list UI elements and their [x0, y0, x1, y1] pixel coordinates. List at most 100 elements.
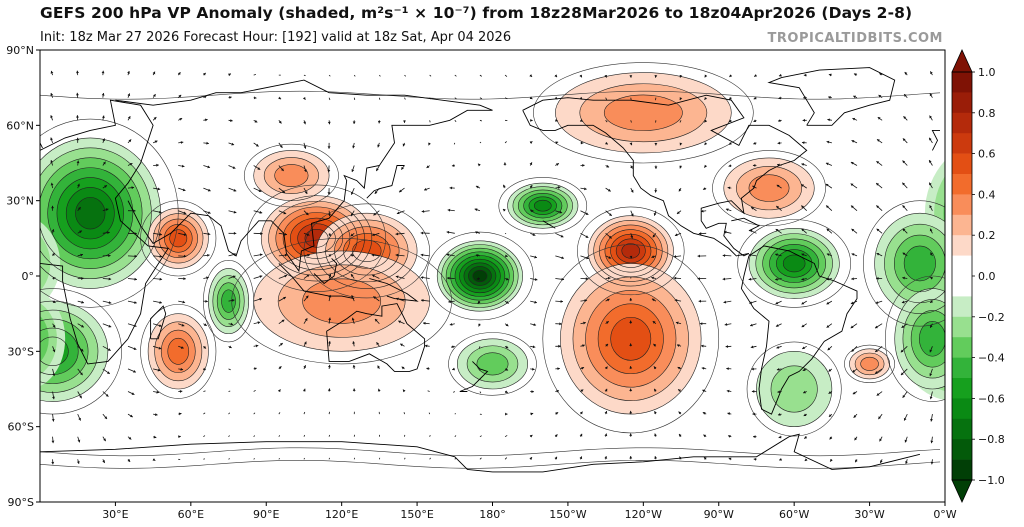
- wind-vector: [454, 457, 457, 460]
- wind-vector-head: [825, 162, 829, 166]
- wind-vector-head: [826, 301, 830, 305]
- wind-vector-head: [128, 139, 132, 143]
- wind-vector-head: [777, 413, 781, 416]
- wind-vector-head: [157, 187, 161, 191]
- colorbar-tick-label: −0.4: [978, 352, 1005, 365]
- wind-vector: [479, 119, 482, 122]
- wind-vector-head: [825, 183, 829, 187]
- wind-vector-head: [181, 164, 185, 168]
- anomaly-contour: [523, 193, 563, 219]
- lon-tick-label: 60°E: [178, 508, 204, 521]
- wind-vector-head: [854, 437, 858, 441]
- anomaly-contour: [167, 337, 190, 365]
- wind-vector-head: [724, 323, 728, 326]
- wind-vector-head: [727, 412, 731, 416]
- wind-vector-head: [930, 418, 933, 422]
- wind-vector-head: [79, 395, 82, 399]
- wind-vector-head: [108, 254, 111, 258]
- wind-vector-head: [154, 140, 158, 144]
- wind-vector-head: [376, 342, 380, 345]
- wind-vector-head: [233, 231, 237, 235]
- wind-vector-head: [698, 299, 701, 303]
- wind-vector-head: [803, 390, 806, 394]
- polar-contour: [40, 447, 941, 457]
- wind-vector-head: [534, 300, 537, 304]
- wind-vector-head: [530, 118, 533, 122]
- latitude-axis: 90°N 60°N 30°N 0° 30°S 60°S 90°S: [6, 44, 40, 509]
- anomaly-contour: [147, 313, 209, 390]
- anomaly-contour: [769, 243, 820, 283]
- anomaly-contour: [47, 167, 134, 260]
- lat-tick-label: 90°N: [6, 44, 34, 57]
- wind-vector-head: [930, 300, 933, 303]
- wind-vector-head: [352, 121, 356, 124]
- wind-vector-head: [202, 367, 206, 371]
- wind-vector-head: [559, 322, 562, 326]
- wind-vector-head: [505, 277, 509, 281]
- wind-vector-head: [900, 372, 904, 376]
- lon-tick-label: 90°W: [704, 508, 734, 521]
- colorbar-segment: [952, 439, 972, 460]
- wind-vector-head: [604, 411, 608, 414]
- wind-vector: [278, 435, 281, 437]
- anomaly-contour: [621, 243, 641, 259]
- wind-vector-head: [801, 205, 804, 209]
- anomaly-band: [40, 315, 49, 362]
- wind-vector-head: [776, 205, 780, 209]
- wind-vector-head: [876, 205, 880, 209]
- anomaly-band: [770, 365, 818, 413]
- wind-vector-head: [327, 121, 331, 125]
- wind-vector: [303, 411, 306, 415]
- wind-vector-head: [78, 417, 81, 421]
- wind-vector-head: [128, 436, 132, 440]
- wind-vector-head: [428, 142, 431, 146]
- wind-vector-head: [651, 298, 655, 302]
- wind-vector-head: [351, 213, 354, 217]
- wind-vector-head: [775, 253, 778, 257]
- wind-vector-head: [929, 182, 932, 186]
- wind-vector-head: [475, 185, 479, 189]
- wind-vector-head: [134, 254, 137, 258]
- wind-vector-head: [676, 344, 680, 347]
- wind-vector-head: [579, 74, 582, 78]
- wind-vector-head: [306, 274, 310, 278]
- anomaly-band: [40, 235, 51, 292]
- wind-vector-head: [426, 367, 429, 371]
- anomaly-band: [919, 321, 945, 357]
- wind-vector-head: [751, 390, 755, 393]
- anomaly-contour: [253, 150, 330, 201]
- wind-vector-head: [902, 205, 906, 209]
- wind-vector-head: [803, 96, 806, 100]
- wind-vector-head: [876, 139, 880, 142]
- wind-vector-head: [76, 115, 79, 118]
- colorbar-segment: [952, 296, 972, 318]
- wind-vector-head: [826, 253, 830, 257]
- wind-vector-head: [704, 74, 708, 78]
- wind-vector: [203, 435, 206, 438]
- wind-vector-head: [52, 276, 56, 280]
- wind-vector-head: [608, 256, 612, 259]
- wind-vector-head: [875, 301, 879, 304]
- wind-vector-head: [177, 72, 181, 75]
- wind-vector-head: [157, 368, 161, 372]
- lon-tick-label: 150°E: [400, 508, 433, 521]
- wind-vector-head: [183, 277, 186, 281]
- wind-vector-head: [203, 95, 207, 99]
- wind-vector-head: [101, 115, 105, 119]
- wind-vector-head: [605, 343, 609, 347]
- wind-vector-head: [653, 343, 657, 347]
- wind-vector-head: [52, 252, 55, 256]
- wind-vector: [228, 412, 231, 415]
- wind-vector-head: [555, 141, 559, 145]
- wind-vector-head: [203, 323, 207, 326]
- wind-vector-head: [851, 348, 855, 352]
- wind-vector: [253, 389, 256, 392]
- wind-vector-head: [78, 207, 81, 210]
- wind-vector-head: [585, 212, 589, 215]
- anomaly-contour: [770, 365, 818, 413]
- wind-vector-head: [531, 390, 534, 394]
- wind-vector: [454, 97, 457, 100]
- wind-vector-head: [654, 433, 657, 437]
- wind-vector: [479, 141, 482, 144]
- anomaly-contour: [275, 206, 358, 271]
